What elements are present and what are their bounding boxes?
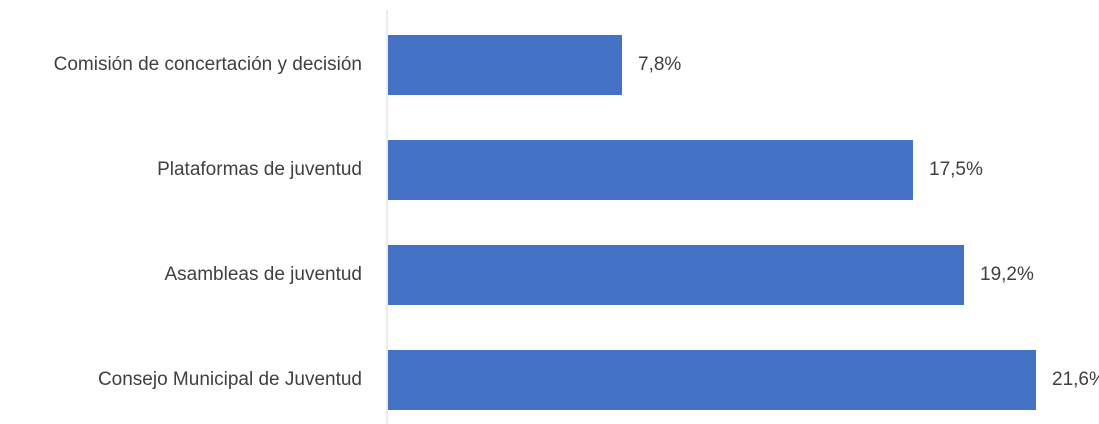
value-label-2: 17,5% [929, 159, 983, 180]
value-label-1: 7,8% [638, 54, 681, 75]
category-label-3: Asambleas de juventud [164, 264, 362, 285]
bar-4 [388, 350, 1036, 410]
value-labels-group: 7,8% 17,5% 19,2% 21,6% [638, 54, 1099, 390]
category-label-2: Plataformas de juventud [157, 159, 362, 180]
value-label-4: 21,6% [1052, 369, 1099, 390]
bars-group [388, 35, 1036, 410]
category-labels-group: Comisión de concertación y decisión Plata… [54, 54, 362, 390]
value-label-3: 19,2% [980, 264, 1034, 285]
category-label-4: Consejo Municipal de Juventud [98, 369, 362, 390]
category-label-1: Comisión de concertación y decisión [54, 54, 362, 75]
bar-1 [388, 35, 622, 95]
bar-3 [388, 245, 964, 305]
bar-2 [388, 140, 913, 200]
